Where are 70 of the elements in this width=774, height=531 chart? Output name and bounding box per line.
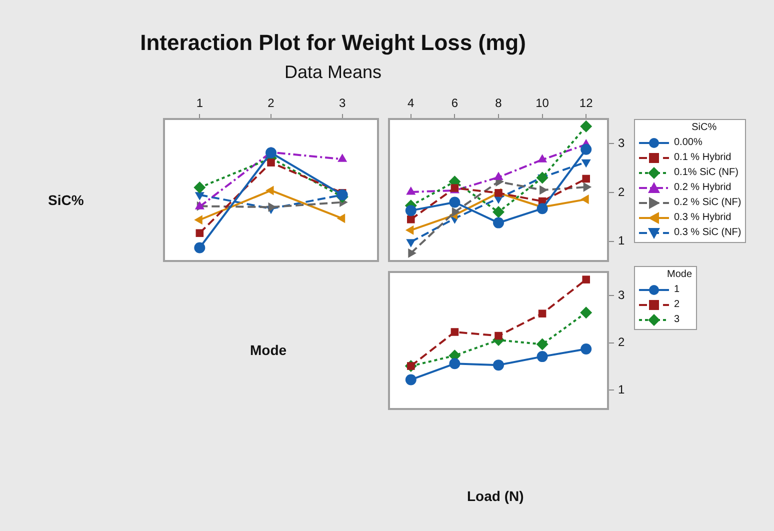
legend-label: 0.2 % Hybrid — [674, 182, 732, 193]
y-tick-label: 1 — [618, 234, 625, 248]
point — [449, 358, 460, 370]
point — [452, 207, 460, 217]
point — [536, 203, 548, 214]
point — [336, 214, 346, 224]
y-tick-label: 2 — [618, 184, 625, 199]
point — [538, 310, 546, 318]
y-tick-label: 2 — [618, 335, 625, 350]
y-tick-label: 3 — [618, 288, 625, 302]
point — [196, 229, 204, 237]
x-tick-label: 8 — [495, 96, 502, 110]
x-tick-label: 6 — [451, 96, 458, 110]
x-tick-label: 3 — [338, 96, 346, 110]
point — [536, 351, 548, 362]
point — [449, 196, 460, 208]
x-tick-label: 1 — [196, 96, 204, 110]
point — [194, 242, 206, 254]
y-tick-label: 3 — [618, 136, 625, 150]
point — [492, 206, 504, 218]
point — [267, 158, 275, 166]
point — [580, 306, 592, 319]
chart-subtitle: Data Means — [283, 62, 383, 83]
point — [336, 189, 348, 200]
legend-label: 0.00% — [674, 137, 702, 148]
point — [406, 186, 416, 195]
point — [194, 215, 202, 225]
point — [583, 182, 592, 192]
point — [538, 154, 548, 162]
x-tick-label: 2 — [268, 96, 275, 110]
point — [406, 239, 416, 248]
point — [580, 344, 592, 355]
point — [540, 185, 548, 195]
y-tick-label: 1 — [618, 382, 625, 396]
legend-label: 0.2 % SiC (NF) — [674, 197, 742, 208]
point — [494, 172, 504, 180]
x-tick-label: 12 — [579, 96, 594, 110]
x-tick-label: 10 — [536, 96, 550, 110]
legend-label: 1 — [674, 284, 680, 295]
point — [450, 328, 459, 336]
legend-label: 3 — [674, 314, 680, 325]
point — [194, 182, 206, 194]
point — [405, 205, 416, 216]
legend-label: 0.1 % Hybrid — [674, 152, 732, 163]
point — [494, 332, 502, 340]
y-axis-title: SiC% — [48, 192, 84, 208]
legend-title: SiC% — [690, 122, 718, 133]
x-tick-label: 4 — [408, 96, 415, 110]
point — [266, 147, 276, 158]
legend-title: Mode — [667, 269, 692, 280]
point — [493, 217, 504, 228]
chart-title: Interaction Plot for Weight Loss (mg) — [139, 30, 527, 56]
x-axis-title: Load (N) — [467, 488, 524, 504]
point — [582, 276, 590, 284]
point — [582, 174, 590, 183]
point — [407, 215, 415, 224]
point — [405, 374, 416, 386]
legend-label: 0.1% SiC (NF) — [674, 167, 738, 178]
point — [266, 186, 274, 196]
legend-label: 0.3 % SiC (NF) — [674, 227, 742, 238]
point — [536, 172, 548, 184]
point — [536, 338, 548, 350]
legend-label: 2 — [674, 299, 680, 310]
point — [408, 248, 416, 258]
point — [493, 360, 504, 371]
point — [405, 225, 414, 235]
point — [580, 144, 592, 155]
legend-label: 0.3 % Hybrid — [674, 212, 732, 223]
y-axis-title: Mode — [250, 342, 287, 358]
point — [580, 120, 592, 132]
